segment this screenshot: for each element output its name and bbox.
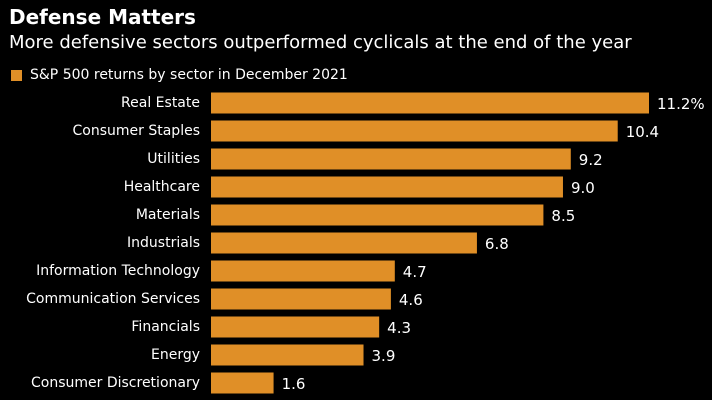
category-label: Materials: [136, 207, 200, 223]
bar: [211, 344, 364, 366]
data-label: 4.3: [387, 319, 411, 337]
category-label: Real Estate: [121, 95, 200, 111]
category-label: Communication Services: [26, 291, 200, 307]
category-label: Energy: [151, 347, 200, 363]
data-label: 3.9: [372, 347, 396, 365]
data-label: 4.7: [403, 263, 427, 281]
category-label: Financials: [131, 319, 200, 335]
data-label: 8.5: [551, 207, 575, 225]
bar: [211, 148, 571, 170]
bar: [211, 232, 477, 254]
bar: [211, 176, 563, 198]
category-label: Utilities: [147, 151, 200, 167]
category-label: Healthcare: [124, 179, 200, 195]
bar: [211, 204, 544, 226]
bar: [211, 92, 649, 114]
legend: S&P 500 returns by sector in December 20…: [11, 66, 348, 84]
legend-swatch: [11, 69, 22, 81]
data-label: 9.2: [579, 151, 603, 169]
legend-label: S&P 500 returns by sector in December 20…: [30, 67, 348, 83]
data-label: 11.2%: [657, 95, 705, 113]
bar: [211, 120, 618, 142]
bar: [211, 288, 391, 310]
chart-title: Defense Matters: [9, 5, 196, 29]
bar: [211, 372, 274, 394]
category-label: Information Technology: [36, 263, 200, 279]
data-label: 6.8: [485, 235, 509, 253]
chart-subtitle: More defensive sectors outperformed cycl…: [9, 32, 632, 53]
data-label: 4.6: [399, 291, 423, 309]
data-label: 9.0: [571, 179, 595, 197]
data-label: 10.4: [626, 123, 659, 141]
bar: [211, 260, 395, 282]
data-label: 1.6: [282, 375, 306, 393]
category-label: Industrials: [127, 235, 200, 251]
category-label: Consumer Discretionary: [31, 375, 200, 391]
category-label: Consumer Staples: [73, 123, 200, 139]
bar: [211, 316, 380, 338]
